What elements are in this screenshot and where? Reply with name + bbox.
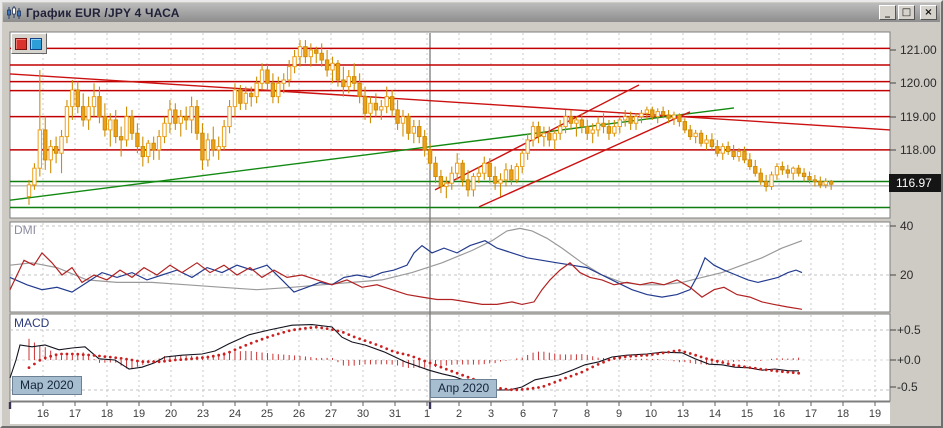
minimize-button[interactable]: _ xyxy=(879,5,896,20)
axis-label: 30 xyxy=(356,408,370,420)
axis-label: 27 xyxy=(324,408,338,420)
macd-line xyxy=(9,324,799,391)
axis-label: 118.00 xyxy=(900,143,936,157)
axis-label: 10 xyxy=(644,408,658,420)
macd-signal-dots xyxy=(27,325,801,392)
titlebar[interactable]: График EUR /JPY 4 ЧАСА _ □ × xyxy=(3,3,940,22)
panel-backgrounds xyxy=(9,31,891,424)
axis-label: 24 xyxy=(228,408,242,420)
axis-label: 6 xyxy=(519,408,527,420)
price-levels xyxy=(10,47,890,209)
chart-toolbar xyxy=(11,33,47,54)
axis-label: 20 xyxy=(900,268,914,282)
maximize-button[interactable]: □ xyxy=(898,5,915,20)
month-label-march: Мар 2020 xyxy=(12,376,82,395)
axis-label: 14 xyxy=(708,408,722,420)
axis-label: 31 xyxy=(388,408,402,420)
axis-label: 26 xyxy=(292,408,306,420)
axis-label: 20 xyxy=(164,408,178,420)
close-button[interactable]: × xyxy=(920,5,937,20)
axis-label: 16 xyxy=(36,408,50,420)
window-title: График EUR /JPY 4 ЧАСА xyxy=(26,5,180,20)
axis-label: 19 xyxy=(132,408,146,420)
candlestick-chart-icon xyxy=(6,5,22,20)
macd-panel-title: MACD xyxy=(14,316,50,330)
axis-label: 7 xyxy=(551,408,559,420)
axis-label: 8 xyxy=(583,408,591,420)
axis-label: 25 xyxy=(260,408,274,420)
axis-label: 16 xyxy=(772,408,786,420)
axis-label: 18 xyxy=(836,408,850,420)
trendlines xyxy=(9,73,891,208)
month-label-april: Апр 2020 xyxy=(430,379,498,398)
dmi-blue_line xyxy=(9,240,803,298)
axis-label: +0.5 xyxy=(897,323,921,337)
red-marker-button[interactable] xyxy=(15,37,27,50)
candles-layer xyxy=(26,40,834,205)
axis-label: 18 xyxy=(100,408,114,420)
axis-label: -0.5 xyxy=(897,380,918,394)
dmi-gray_line xyxy=(9,227,803,291)
dmi-red_line xyxy=(9,251,803,310)
axis-label: 19 xyxy=(868,408,882,420)
last-price-badge: 116.97 xyxy=(889,174,941,192)
dmi-lines xyxy=(9,227,803,310)
axis-label: +0.0 xyxy=(897,353,921,367)
axis-label: 15 xyxy=(740,408,754,420)
axis-label: 9 xyxy=(615,408,623,420)
axis-label: 119.00 xyxy=(900,110,936,124)
axis-label: 40 xyxy=(900,219,914,233)
axis-label: 2 xyxy=(455,408,463,420)
axis-label: 17 xyxy=(804,408,818,420)
axis-label: 3 xyxy=(487,408,495,420)
axis-label: 13 xyxy=(676,408,690,420)
axis-label: 120.00 xyxy=(900,76,937,90)
axis-label: 23 xyxy=(196,408,210,420)
window-controls: _ □ × xyxy=(879,5,937,20)
axis-label: 121.00 xyxy=(900,43,937,57)
axis-label: 1 xyxy=(423,408,431,420)
dmi-panel-title: DMI xyxy=(14,223,36,237)
axis-label: 17 xyxy=(68,408,82,420)
axis-ticks xyxy=(890,49,896,388)
blue-marker-button[interactable] xyxy=(30,37,42,50)
